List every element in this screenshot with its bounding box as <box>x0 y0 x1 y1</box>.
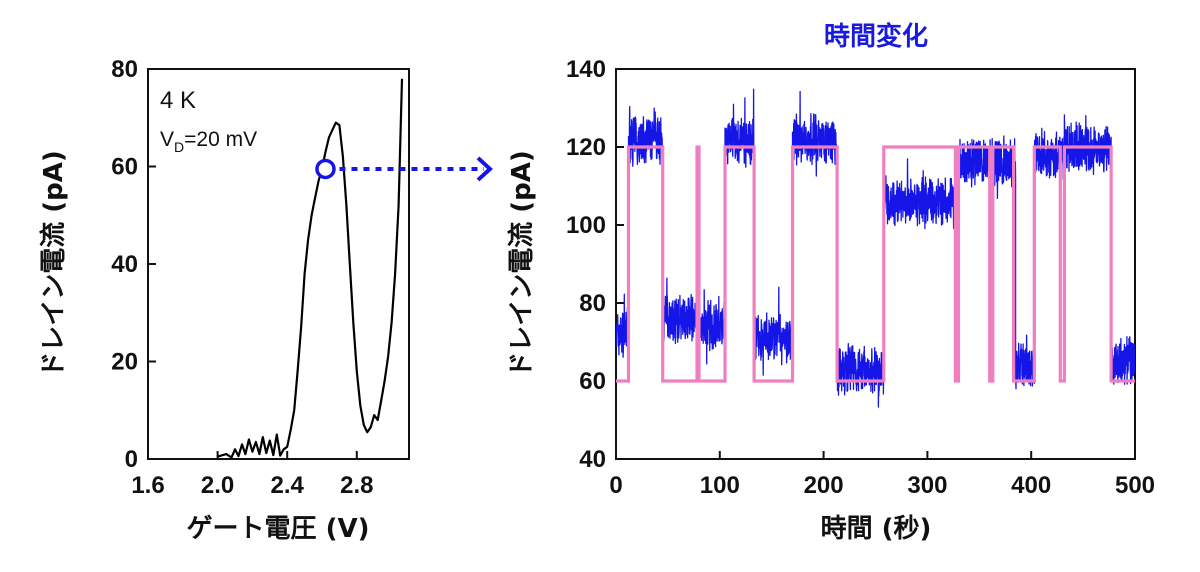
right-y-axis-label: ドレイン電流 (pA) <box>507 150 537 378</box>
left-y-tick-label: 0 <box>125 446 138 473</box>
right-y-tick-label: 140 <box>566 56 606 83</box>
left-y-axis-label: ドレイン電流 (pA) <box>39 150 69 378</box>
left-axis-ticks: 1.6 2.0 2.4 2.8 0 20 40 60 80 <box>111 56 373 499</box>
left-x-tick-label: 2.4 <box>271 472 305 499</box>
right-y-tick-label: 60 <box>579 368 606 395</box>
right-plot-frame <box>615 68 1136 460</box>
operating-point-marker <box>315 158 336 180</box>
time-series-chart: 時間変化 0 100 200 300 400 500 40 60 80 100 120 140 時間 … <box>507 21 1155 544</box>
left-y-tick-label: 20 <box>111 349 138 376</box>
gate-voltage-chart: 1.6 2.0 2.4 2.8 0 20 40 60 80 4 K VD=20 mV ゲート電圧… <box>39 56 493 544</box>
annotation-drain-voltage: VD=20 mV <box>160 128 257 155</box>
right-x-tick-label: 0 <box>609 472 622 499</box>
right-x-tick-label: 200 <box>804 472 844 499</box>
right-chart-title: 時間変化 <box>824 21 928 52</box>
left-x-axis-label: ゲート電圧 (V) <box>187 514 370 544</box>
arrow-head <box>476 156 493 182</box>
right-x-tick-label: 400 <box>1011 472 1051 499</box>
right-y-tick-label: 40 <box>579 446 606 473</box>
annotation-temperature: 4 K <box>160 87 196 114</box>
right-y-tick-label: 120 <box>566 134 606 161</box>
right-x-tick-label: 500 <box>1115 472 1155 499</box>
left-x-tick-label: 2.0 <box>201 472 234 499</box>
left-y-tick-label: 80 <box>111 56 138 83</box>
two-level-fit-trace <box>616 145 1135 383</box>
right-x-tick-label: 300 <box>907 472 947 499</box>
drain-current-curve <box>217 78 404 459</box>
left-y-tick-label: 40 <box>111 251 138 278</box>
left-x-tick-label: 2.8 <box>340 472 373 499</box>
right-x-axis-label: 時間 (秒) <box>821 514 932 544</box>
left-x-tick-label: 1.6 <box>131 472 164 499</box>
right-x-tick-label: 100 <box>700 472 740 499</box>
measured-current-trace <box>616 88 1135 408</box>
right-y-tick-label: 80 <box>579 290 606 317</box>
right-axis-ticks: 0 100 200 300 400 500 40 60 80 100 120 140 <box>566 56 1155 499</box>
right-y-tick-label: 100 <box>566 212 606 239</box>
left-y-tick-label: 60 <box>111 154 138 181</box>
